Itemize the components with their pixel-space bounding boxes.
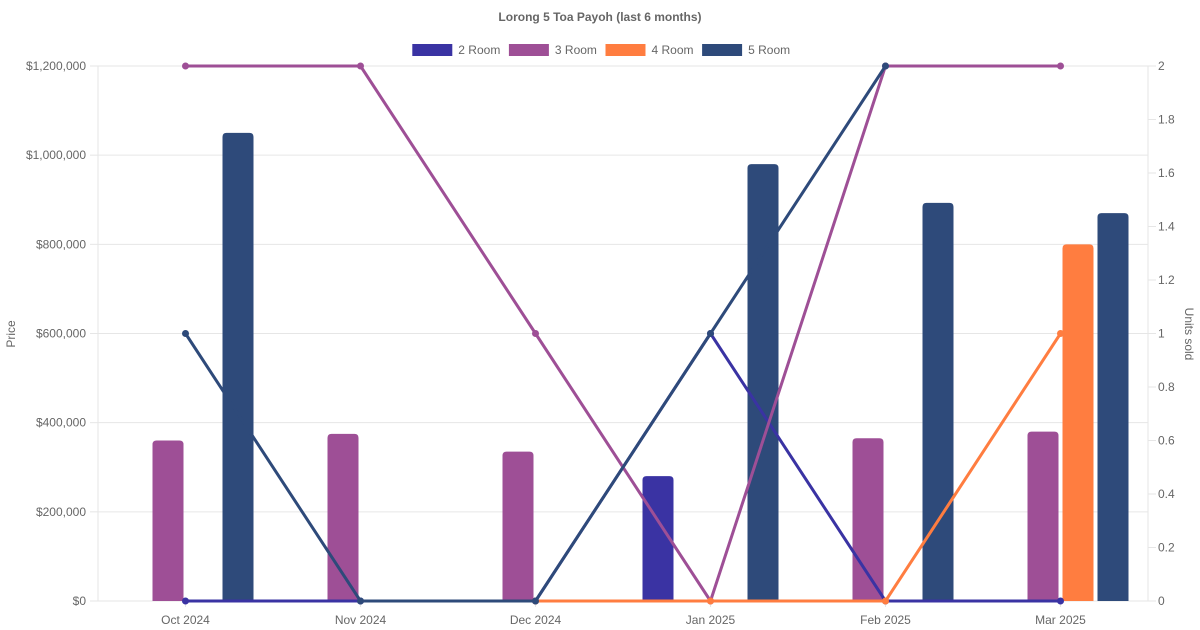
series-line [535, 332, 1062, 603]
right-tick-label: 1.2 [1158, 273, 1175, 287]
chart-title: Lorong 5 Toa Payoh (last 6 months) [498, 10, 701, 24]
bar [327, 433, 359, 601]
left-axis: $0 $200,000 $400,000 $600,000 $800,000 $1,000… [26, 59, 99, 608]
right-tick-label: 1.8 [1158, 113, 1175, 127]
data-point [707, 330, 714, 337]
bar [502, 451, 534, 601]
legend: 2 Room 3 Room 4 Room 5 Room [412, 43, 790, 57]
legend-label: 5 Room [748, 43, 790, 57]
bars [152, 132, 1129, 602]
legend-swatch [702, 44, 743, 56]
bar [922, 202, 954, 601]
right-tick-label: 0.8 [1158, 380, 1175, 394]
y-axis-title-right: Units sold [1182, 308, 1196, 361]
left-tick-label: $1,200,000 [26, 59, 86, 73]
right-tick-label: 0.2 [1158, 541, 1175, 555]
data-point [532, 330, 539, 337]
legend-swatch [605, 44, 646, 56]
left-tick-label: $600,000 [36, 327, 86, 341]
x-tick-label: Feb 2025 [860, 613, 911, 627]
legend-label: 2 Room [458, 43, 500, 57]
data-point [182, 62, 189, 70]
right-tick-label: 2 [1158, 59, 1165, 73]
x-tick-label: Jan 2025 [686, 613, 736, 627]
right-tick-label: 1.4 [1158, 220, 1175, 234]
x-axis: Oct 2024 Nov 2024 Dec 2024 Jan 2025 Feb 2025… [161, 601, 1086, 627]
lines [182, 62, 1064, 605]
right-tick-label: 0 [1158, 594, 1165, 608]
bar [747, 164, 779, 602]
data-point [707, 597, 714, 605]
right-axis: 0 0.2 0.4 0.6 0.8 1 1.2 1.4 1.6 1.8 2 [1147, 59, 1175, 608]
bar [1027, 431, 1059, 601]
data-point [1057, 597, 1064, 605]
bar [222, 132, 254, 601]
bar [152, 440, 184, 601]
data-point [357, 597, 364, 605]
data-point [882, 62, 889, 70]
right-tick-label: 0.6 [1158, 434, 1175, 448]
right-tick-label: 1.6 [1158, 166, 1175, 180]
left-tick-label: $1,000,000 [26, 148, 86, 162]
bar [1062, 244, 1094, 602]
left-tick-label: $200,000 [36, 505, 86, 519]
x-tick-label: Dec 2024 [510, 613, 562, 627]
grid [98, 65, 1148, 602]
left-tick-label: $400,000 [36, 416, 86, 430]
right-tick-label: 1 [1158, 327, 1165, 341]
left-tick-label: $800,000 [36, 237, 86, 251]
data-point [532, 597, 539, 605]
data-point [1057, 62, 1064, 70]
x-tick-label: Mar 2025 [1035, 613, 1086, 627]
data-point [182, 330, 189, 337]
x-tick-label: Nov 2024 [335, 613, 387, 627]
x-tick-label: Oct 2024 [161, 613, 210, 627]
legend-label: 4 Room [652, 43, 694, 57]
bar [1097, 213, 1129, 601]
y-axis-title-left: Price [4, 320, 18, 348]
right-tick-label: 0.4 [1158, 487, 1175, 501]
legend-label: 3 Room [555, 43, 597, 57]
legend-swatch [412, 44, 453, 56]
left-tick-label: $0 [73, 594, 87, 608]
data-point [182, 597, 189, 605]
data-point [1057, 330, 1064, 337]
data-point [882, 597, 889, 605]
data-point [357, 62, 364, 70]
legend-swatch [508, 44, 549, 56]
